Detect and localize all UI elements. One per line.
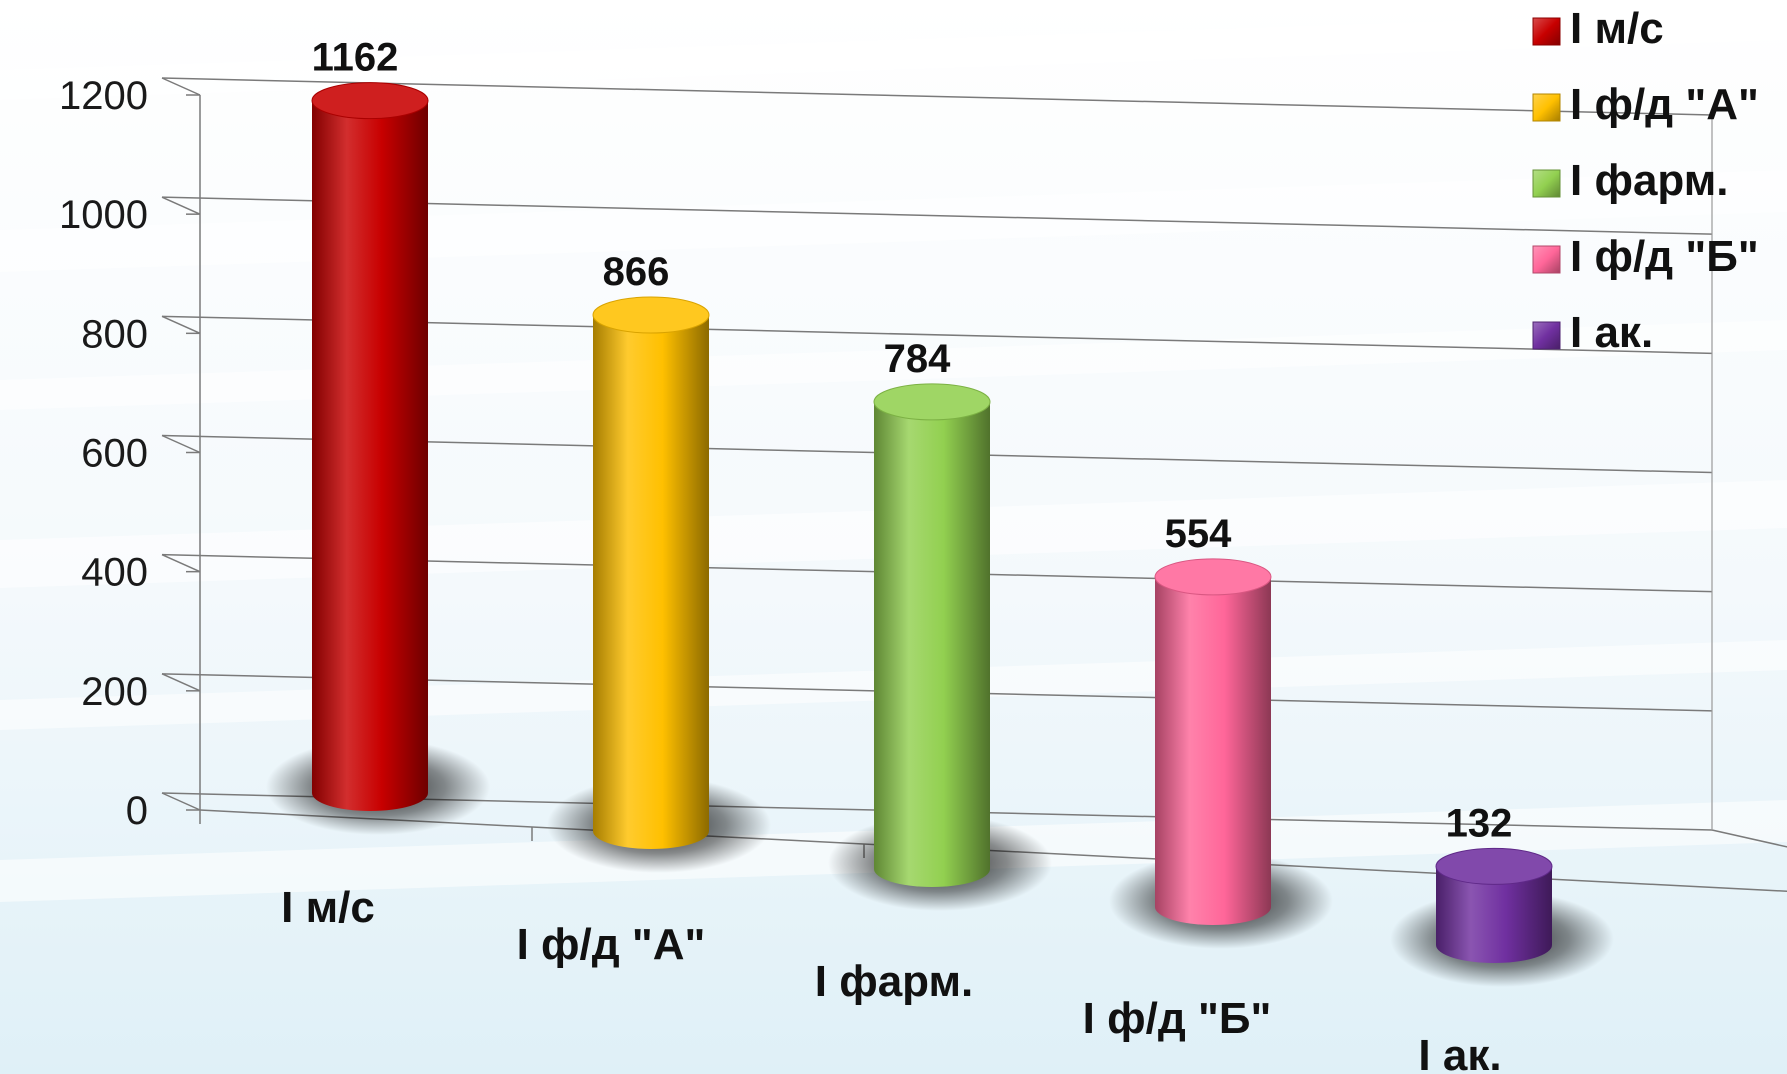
data-label: 554 [1165, 512, 1232, 556]
background-streak [0, 10, 1787, 100]
x-tick-label: I ф/д "Б" [1083, 994, 1272, 1043]
data-label: 866 [603, 250, 670, 294]
bar-top [592, 296, 710, 334]
bar-top [1154, 558, 1272, 596]
x-tick-label: I фарм. [815, 957, 974, 1006]
y-tick-label: 1200 [59, 74, 148, 118]
bar [874, 401, 990, 887]
bar-top [311, 82, 429, 120]
gridline [161, 77, 1713, 116]
legend-label: I ак. [1570, 308, 1653, 357]
legend-item: I ф/д "Б" [1532, 232, 1759, 281]
x-tick-label: I м/с [281, 883, 375, 932]
legend-label: I фарм. [1570, 156, 1729, 205]
bar [312, 100, 428, 812]
y-tick-label: 1000 [59, 193, 148, 237]
side-gridline [161, 673, 201, 692]
background-streak [0, 170, 1787, 272]
legend-swatch [1532, 321, 1561, 350]
y-tick-label: 800 [81, 312, 148, 356]
bar [1155, 576, 1271, 925]
y-tick-label: 200 [81, 670, 148, 714]
legend-item: I фарм. [1532, 156, 1729, 205]
y-tick-label: 600 [81, 432, 148, 476]
legend-label: I ф/д "А" [1570, 80, 1759, 129]
legend-swatch [1532, 93, 1561, 122]
legend-swatch [1532, 169, 1561, 198]
data-label: 1162 [312, 36, 399, 80]
legend-label: I ф/д "Б" [1570, 232, 1759, 281]
bar [593, 315, 709, 850]
bar [1436, 866, 1552, 963]
legend-swatch [1532, 17, 1561, 46]
y-tick-label: 0 [126, 789, 148, 833]
legend-item: I ак. [1532, 308, 1653, 357]
side-gridline [161, 77, 201, 96]
x-tick-label: I ф/д "А" [517, 920, 706, 969]
floor-edge [1711, 829, 1787, 848]
bar-top [873, 383, 991, 421]
side-gridline [161, 792, 201, 811]
bar-top [1435, 847, 1553, 885]
side-gridline [161, 434, 201, 454]
y-tick-label: 400 [81, 551, 148, 595]
legend-swatch [1532, 245, 1561, 274]
legend-item: I м/с [1532, 4, 1664, 53]
legend-item: I ф/д "А" [1532, 80, 1759, 129]
data-label: 132 [1446, 801, 1513, 845]
legend-label: I м/с [1570, 4, 1664, 53]
x-tick-label: I ак. [1418, 1031, 1501, 1074]
background-streak [0, 320, 1787, 410]
side-gridline [161, 553, 201, 573]
side-gridline [161, 196, 201, 215]
side-gridline [161, 315, 201, 335]
data-label: 784 [884, 337, 951, 381]
